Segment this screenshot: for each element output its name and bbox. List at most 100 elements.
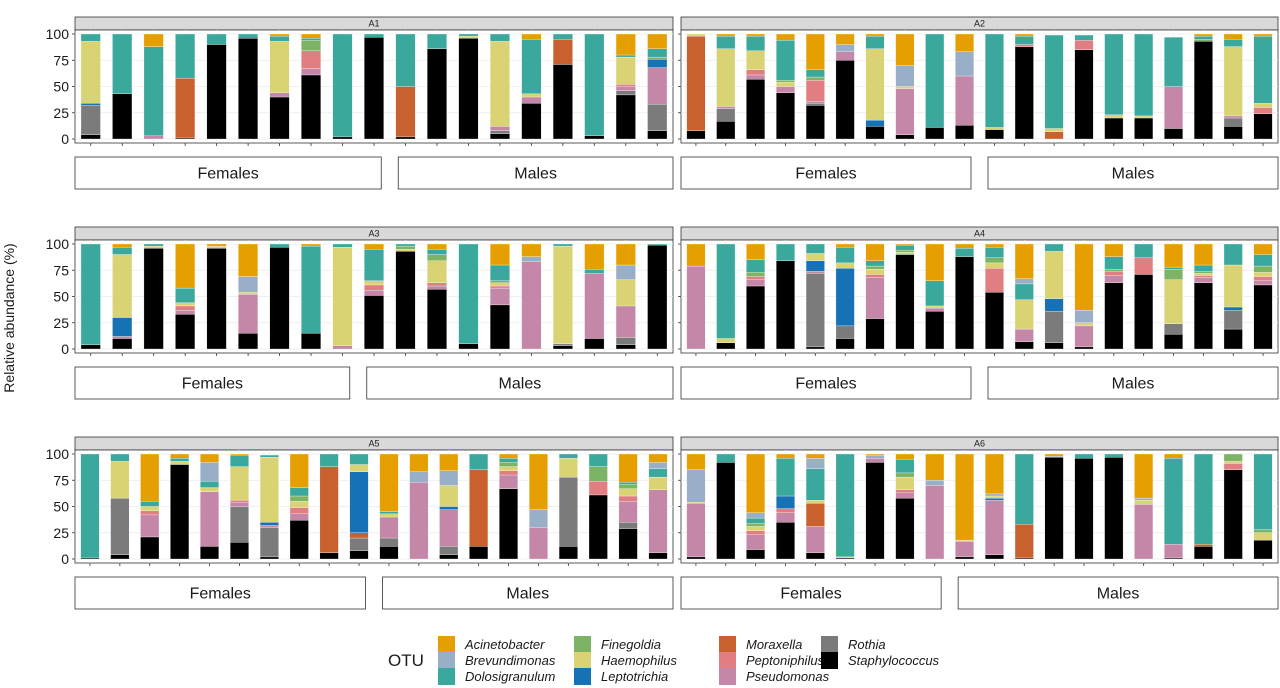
bar-segment-acinetobacter xyxy=(1074,243,1094,311)
bar-segment-staphylococcus xyxy=(427,48,447,140)
bar-segment-staphylococcus xyxy=(301,333,321,350)
y-tick-label: 50 xyxy=(53,79,69,95)
bar-stack xyxy=(746,243,766,350)
bar-segment-finegoldia xyxy=(618,484,638,489)
bar-segment-staphylococcus xyxy=(489,304,510,350)
bar-stack xyxy=(865,243,885,350)
bar-segment-pseudomonas xyxy=(865,277,885,319)
bar-segment-dolosigranulum xyxy=(143,243,164,247)
bar-stack xyxy=(955,243,974,350)
bar-segment-staphylococcus xyxy=(259,556,279,560)
panel-A5: A5 0 25 50 75 100 Females Males xyxy=(46,436,674,610)
bar-segment-pseudomonas xyxy=(409,482,429,560)
bar-segment-haemophilus xyxy=(1044,251,1064,299)
bar-segment-staphylococcus xyxy=(301,74,321,140)
bar-segment-haemophilus xyxy=(865,269,885,275)
bar-segment-dolosigranulum xyxy=(395,243,416,247)
bar-segment-dolosigranulum xyxy=(1223,39,1243,47)
bar-segment-haemophilus xyxy=(1134,500,1154,505)
bar-segment-staphylococcus xyxy=(349,550,369,560)
bar-segment-dolosigranulum xyxy=(458,243,479,344)
y-tick-label: 25 xyxy=(53,105,69,121)
bar-segment-staphylococcus xyxy=(1134,117,1154,140)
bar-segment-brevundimonas xyxy=(238,276,259,293)
bar-segment-pseudomonas xyxy=(521,96,542,104)
bar-segment-dolosigranulum xyxy=(499,458,518,463)
bar-segment-staphylococcus xyxy=(895,254,915,350)
bar-stack xyxy=(1074,34,1094,140)
bar-segment-staphylococcus xyxy=(379,546,399,560)
bar-segment-pseudomonas xyxy=(200,491,219,547)
bar-segment-rothia xyxy=(835,325,855,339)
bar-segment-peptoniphilus xyxy=(805,80,825,102)
bar-segment-haemophilus xyxy=(458,35,479,39)
bar-segment-pseudomonas xyxy=(805,526,825,553)
bar-segment-pseudomonas xyxy=(925,307,945,312)
bar-segment-haemophilus xyxy=(140,506,160,511)
bar-segment-pseudomonas xyxy=(648,489,668,553)
bar-segment-staphylococcus xyxy=(1193,546,1213,560)
bar-segment-dolosigranulum xyxy=(985,33,1004,128)
bar-segment-pseudomonas xyxy=(615,305,636,338)
bar-segment-finegoldia xyxy=(301,40,321,51)
bar-segment-haemophilus xyxy=(805,500,825,504)
bar-stack xyxy=(558,453,578,560)
legend-swatch xyxy=(438,652,455,669)
bar-segment-pseudomonas xyxy=(716,106,736,109)
bar-stack xyxy=(301,243,321,350)
bar-segment-acinetobacter xyxy=(529,453,548,510)
legend-label: Moraxella xyxy=(746,637,802,652)
bar-segment-rothia xyxy=(1044,311,1064,343)
group-box-males xyxy=(987,156,1279,190)
bar-segment-brevundimonas xyxy=(1134,497,1154,501)
bar-segment-staphylococcus xyxy=(835,557,855,560)
bar-segment-staphylococcus xyxy=(1223,126,1243,140)
bar-segment-leptotrichia xyxy=(259,522,279,526)
bar-stack xyxy=(985,243,1004,350)
bar-segment-pseudomonas xyxy=(865,458,885,463)
bar-segment-acinetobacter xyxy=(1193,33,1213,37)
bar-segment-dolosigranulum xyxy=(615,54,636,58)
bar-segment-haemophilus xyxy=(395,249,416,252)
bar-segment-peptoniphilus xyxy=(301,50,321,69)
bar-segment-moraxella xyxy=(1193,544,1213,547)
legend-item-rothia: Rothia xyxy=(821,636,886,653)
bar-segment-dolosigranulum xyxy=(1193,453,1213,545)
bar-stack xyxy=(805,243,825,350)
bar-segment-staphylococcus xyxy=(1104,282,1124,350)
bar-segment-brevundimonas xyxy=(805,458,825,469)
bar-segment-acinetobacter xyxy=(895,243,915,246)
bar-segment-staphylococcus xyxy=(1164,128,1183,140)
bar-segment-haemophilus xyxy=(489,282,510,287)
bar-segment-brevundimonas xyxy=(895,65,915,87)
bar-segment-dolosigranulum xyxy=(489,264,510,281)
bar-segment-acinetobacter xyxy=(521,243,542,257)
bar-segment-peptoniphilus xyxy=(746,276,766,280)
bar-segment-dolosigranulum xyxy=(1134,33,1154,117)
bar-stack xyxy=(1223,453,1243,560)
bar-stack xyxy=(349,453,369,560)
bar-segment-dolosigranulum xyxy=(895,459,915,474)
bar-segment-pseudomonas xyxy=(175,309,196,315)
bar-segment-brevundimonas xyxy=(1044,455,1064,458)
bar-segment-finegoldia xyxy=(647,56,668,60)
bar-segment-haemophilus xyxy=(1044,128,1064,132)
bar-segment-dolosigranulum xyxy=(776,458,795,497)
bar-segment-staphylococcus xyxy=(319,552,339,560)
bar-stack xyxy=(200,453,219,560)
bar-segment-leptotrichia xyxy=(776,495,795,509)
bar-segment-rothia xyxy=(1223,309,1243,330)
group-box-females xyxy=(74,156,382,190)
bar-stack xyxy=(319,453,339,560)
bar-stack xyxy=(865,33,885,140)
bar-segment-acinetobacter xyxy=(238,243,259,277)
bar-segment-dolosigranulum xyxy=(865,260,885,267)
bar-segment-pseudomonas xyxy=(140,514,160,538)
bar-segment-dolosigranulum xyxy=(746,259,766,273)
bar-segment-staphylococcus xyxy=(584,338,605,350)
bar-segment-pseudomonas xyxy=(746,74,766,80)
bar-segment-staphylococcus xyxy=(1104,117,1124,140)
bar-stack xyxy=(895,33,915,140)
bar-segment-haemophilus xyxy=(648,476,668,490)
bar-segment-acinetobacter xyxy=(1044,453,1064,457)
